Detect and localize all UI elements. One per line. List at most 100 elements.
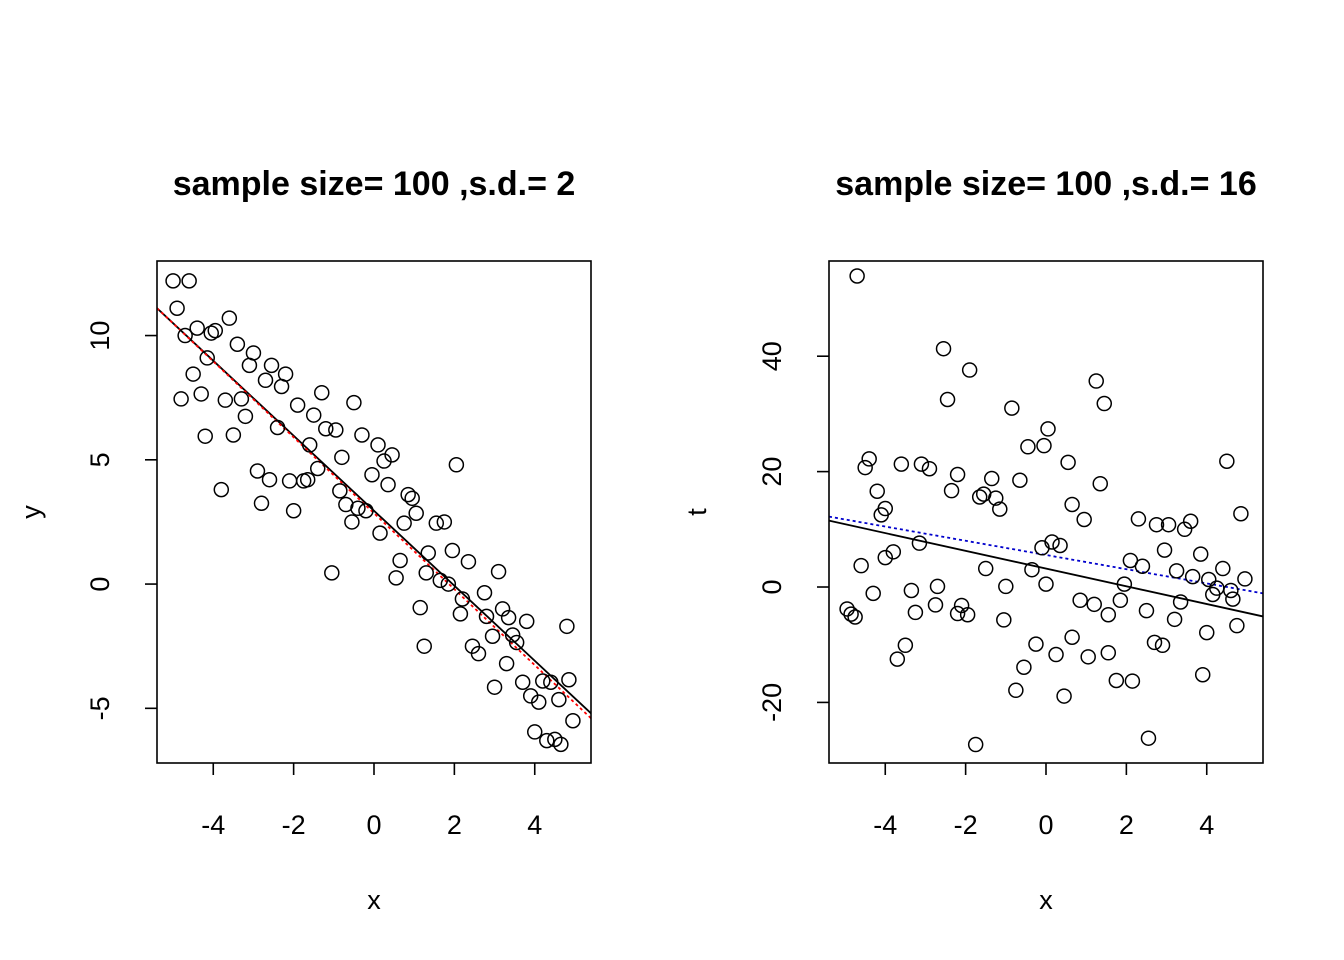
left-dotted-regression-line: [156, 307, 592, 719]
right-y-tick-label: 20: [757, 457, 787, 487]
left-data-point: [305, 407, 322, 423]
left-x-tick-label: 2: [447, 810, 462, 840]
right-x-tick-label: 4: [1199, 810, 1214, 840]
left-data-point: [454, 591, 471, 607]
left-data-point: [543, 674, 559, 690]
right-data-point: [1156, 542, 1173, 558]
right-chart-title: sample size= 100 ,s.d.= 16: [835, 165, 1257, 203]
right-data-point: [1201, 571, 1217, 588]
left-data-point: [478, 608, 495, 625]
left-data-point: [551, 691, 567, 708]
left-data-point: [392, 552, 408, 569]
right-data-point: [992, 501, 1008, 517]
left-data-point: [203, 325, 219, 341]
left-data-point: [189, 320, 205, 336]
left-data-point: [444, 542, 461, 559]
right-data-point: [1056, 688, 1072, 704]
right-data-point: [1184, 568, 1201, 585]
left-data-point: [553, 736, 569, 753]
left-data-point: [436, 514, 453, 530]
left-x-tick-label: 0: [366, 810, 381, 840]
right-data-point: [873, 507, 889, 523]
right-data-point: [1225, 591, 1241, 607]
left-data-point: [285, 503, 302, 519]
right-data-point: [1168, 563, 1185, 579]
right-data-point: [998, 578, 1014, 595]
right-solid-regression-line: [828, 519, 1264, 618]
left-data-point: [559, 618, 575, 635]
left-data-point: [273, 378, 290, 395]
left-y-axis-label: y: [16, 505, 46, 519]
right-data-point: [839, 601, 855, 617]
right-data-point: [1219, 453, 1235, 469]
right-data-point: [1092, 475, 1108, 492]
left-data-point: [301, 437, 318, 453]
right-data-point: [1020, 439, 1036, 455]
right-data-point: [1130, 511, 1147, 527]
right-data-point: [893, 456, 910, 472]
left-data-point: [263, 357, 280, 374]
left-y-tick-label: 0: [85, 577, 115, 592]
left-data-point: [376, 453, 392, 469]
right-data-point: [1148, 516, 1165, 533]
left-data-point: [535, 673, 551, 689]
right-y-tick-label: -20: [757, 683, 787, 722]
right-data-point: [903, 582, 920, 599]
right-data-point: [885, 544, 902, 560]
right-data-point: [967, 736, 984, 753]
left-data-point: [332, 483, 348, 499]
right-data-point: [1048, 646, 1064, 663]
left-data-point: [169, 300, 185, 316]
right-data-point: [1080, 649, 1096, 665]
right-data-point: [1064, 496, 1080, 513]
right-x-axis-label: x: [1039, 885, 1053, 915]
left-data-point: [318, 420, 334, 437]
left-data-point: [565, 713, 581, 729]
left-y-tick-label: 10: [85, 321, 115, 351]
left-data-point: [380, 476, 396, 493]
right-data-point: [849, 268, 865, 284]
left-data-point: [561, 671, 577, 688]
right-data-point: [1052, 537, 1068, 554]
right-data-point: [1166, 611, 1183, 628]
left-data-point: [388, 570, 404, 586]
left-y-tick-label: -5: [85, 696, 115, 720]
right-data-point: [935, 340, 952, 357]
right-data-point: [1146, 634, 1163, 651]
left-data-point: [261, 471, 278, 488]
right-data-point: [1124, 673, 1141, 689]
left-data-point: [440, 576, 457, 592]
right-data-point: [911, 535, 928, 551]
right-data-point: [1064, 629, 1080, 645]
left-panel: sample size= 100 ,s.d.= 2 x y -4 -2 0 2 4 -5 0…: [16, 165, 592, 915]
right-fit-lines: [828, 515, 1264, 618]
left-data-point: [350, 500, 366, 517]
right-data-point: [1024, 561, 1040, 578]
right-x-tick-label: -4: [873, 810, 897, 840]
left-data-point: [346, 394, 362, 411]
right-data-points: [839, 268, 1253, 753]
right-data-point: [1100, 606, 1117, 623]
left-data-point: [416, 638, 432, 654]
right-data-point: [853, 557, 869, 574]
left-data-point: [173, 391, 189, 407]
left-data-point: [199, 350, 215, 366]
left-chart-title: sample size= 100 ,s.d.= 2: [173, 165, 576, 203]
right-data-point: [927, 597, 944, 613]
left-data-point: [490, 563, 507, 580]
left-data-point: [217, 392, 234, 408]
left-data-point: [372, 525, 388, 541]
left-data-point: [299, 471, 316, 488]
right-data-point: [959, 606, 976, 623]
left-fit-lines: [156, 307, 592, 719]
right-y-tick-label: 40: [757, 341, 787, 371]
left-data-point: [484, 628, 501, 645]
left-data-point: [400, 486, 416, 503]
right-data-point: [1198, 624, 1215, 641]
right-dotted-regression-line: [828, 515, 1264, 595]
left-data-point: [225, 427, 242, 443]
right-data-point: [889, 651, 906, 667]
left-data-point: [526, 724, 543, 740]
left-data-point: [432, 572, 449, 589]
